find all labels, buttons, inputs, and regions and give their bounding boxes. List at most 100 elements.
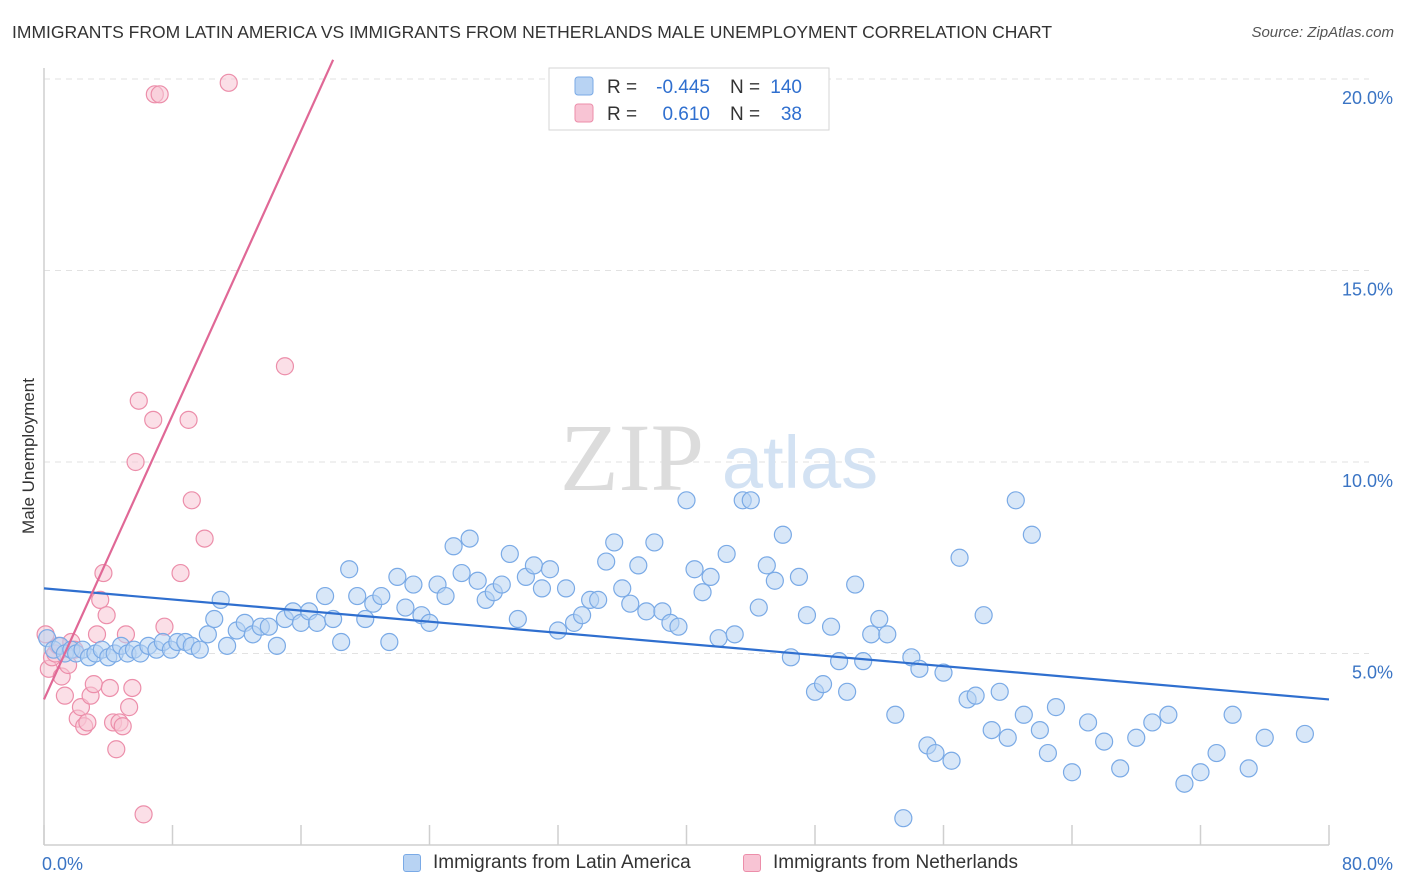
legend-swatch-pink — [743, 854, 761, 872]
netherlands-point-30 — [134, 805, 153, 824]
latin-america-point-85 — [685, 560, 704, 579]
latin-america-point-133 — [1095, 732, 1114, 751]
latin-america-point-96 — [773, 525, 792, 544]
netherlands-point-29 — [129, 391, 148, 410]
latin-america-point-131 — [1062, 763, 1082, 782]
trend-lines — [42, 59, 1330, 701]
latin-america-point-125 — [1006, 491, 1025, 510]
latin-america-point-32 — [259, 617, 278, 636]
legend-bottom: Immigrants from Latin America Immigrants… — [0, 852, 1406, 878]
latin-america-point-134 — [1111, 759, 1130, 778]
latin-america-point-124 — [998, 728, 1017, 747]
netherlands-trend-line — [42, 59, 335, 700]
latin-america-point-38 — [307, 613, 327, 632]
latin-america-point-105 — [846, 575, 865, 594]
latin-america-point-87 — [701, 567, 720, 587]
netherlands-point-17 — [91, 590, 110, 609]
latin-america-point-108 — [870, 609, 889, 629]
latin-america-point-117 — [942, 751, 961, 770]
netherlands-point-34 — [155, 617, 174, 636]
latin-america-point-138 — [1175, 774, 1194, 793]
latin-america-point-101 — [813, 675, 833, 694]
latin-america-point-88 — [709, 629, 728, 648]
netherlands-point-20 — [100, 678, 119, 698]
legend-top: R = -0.445 N = 140 R = 0.610 N = 38 — [548, 67, 830, 131]
latin-america-point-58 — [468, 571, 487, 590]
netherlands-point-38 — [195, 529, 214, 548]
latin-america-point-75 — [605, 533, 624, 552]
netherlands-point-15 — [84, 675, 103, 694]
latin-america-point-139 — [1191, 763, 1210, 782]
latin-america-point-73 — [589, 590, 608, 609]
legend-label-netherlands: Immigrants from Netherlands — [773, 852, 1018, 873]
grid-lines — [44, 78, 1369, 654]
latin-america-point-39 — [315, 586, 335, 606]
latin-america-point-61 — [492, 575, 511, 594]
latin-america-point-80 — [645, 533, 664, 552]
watermark-zip: ZIP — [560, 404, 704, 511]
latin-america-point-83 — [669, 617, 688, 636]
latin-america-point-68 — [548, 621, 568, 640]
latin-america-point-92 — [741, 491, 760, 510]
legend-top-swatch-pink — [574, 103, 594, 123]
latin-america-point-109 — [878, 625, 897, 644]
legend-top-swatch-blue — [574, 76, 594, 96]
latin-america-point-94 — [757, 556, 776, 575]
netherlands-point-33 — [150, 85, 169, 104]
latin-america-point-110 — [886, 705, 905, 724]
netherlands-point-13 — [78, 713, 97, 732]
latin-america-point-89 — [717, 544, 736, 564]
latin-america-point-78 — [629, 556, 648, 575]
latin-america-point-47 — [380, 632, 399, 652]
x-tick-label-0: 0.0% — [42, 854, 83, 874]
latin-america-point-135 — [1127, 728, 1146, 747]
latin-america-point-49 — [396, 598, 415, 617]
latin-america-point-44 — [356, 609, 375, 629]
latin-america-point-129 — [1038, 743, 1058, 763]
latin-america-point-42 — [340, 560, 359, 579]
y-tick-label-2: 15.0% — [1342, 280, 1393, 300]
latin-america-point-121 — [974, 606, 993, 625]
latin-america-point-41 — [332, 632, 351, 652]
latin-america-point-43 — [348, 586, 367, 606]
latin-america-point-106 — [854, 652, 873, 671]
latin-america-point-128 — [1030, 720, 1049, 740]
latin-america-point-57 — [460, 529, 479, 548]
legend-swatch-blue — [403, 854, 421, 872]
netherlands-point-40 — [275, 357, 295, 376]
legend-item-latin-america: Immigrants from Latin America — [403, 852, 691, 874]
legend-top-n-value-blue: 140 — [770, 77, 802, 98]
netherlands-point-35 — [171, 563, 190, 583]
y-axis-label: Male Unemployment — [19, 378, 38, 534]
latin-america-point-86 — [693, 583, 712, 602]
latin-america-trend-line — [43, 587, 1330, 701]
netherlands-point-19 — [97, 606, 116, 625]
watermark-atlas: atlas — [722, 421, 878, 504]
latin-america-point-103 — [829, 652, 849, 671]
netherlands-point-24 — [113, 717, 132, 736]
latin-america-point-67 — [540, 560, 560, 579]
netherlands-point-16 — [87, 625, 107, 644]
legend-label-latin-america: Immigrants from Latin America — [433, 852, 691, 873]
latin-america-point-111 — [894, 809, 913, 828]
latin-america-points — [38, 491, 1315, 828]
latin-america-point-107 — [862, 625, 881, 644]
latin-america-point-25 — [205, 609, 224, 629]
latin-america-point-132 — [1078, 713, 1098, 732]
latin-america-point-69 — [556, 579, 576, 598]
netherlands-point-36 — [179, 410, 198, 429]
axes — [43, 68, 1330, 846]
legend-top-r-value-blue: -0.445 — [656, 77, 710, 98]
legend-top-n-label-blue: N = — [730, 77, 760, 98]
latin-america-point-99 — [797, 606, 817, 625]
latin-america-point-127 — [1022, 525, 1041, 544]
latin-america-point-56 — [452, 563, 471, 583]
latin-america-point-26 — [211, 590, 230, 609]
latin-america-point-115 — [926, 743, 945, 763]
chart-title: IMMIGRANTS FROM LATIN AMERICA VS IMMIGRA… — [12, 22, 1053, 42]
legend-item-netherlands: Immigrants from Netherlands — [743, 852, 1018, 874]
latin-america-point-48 — [388, 567, 407, 587]
latin-america-point-55 — [444, 537, 463, 556]
latin-america-point-90 — [725, 625, 744, 644]
